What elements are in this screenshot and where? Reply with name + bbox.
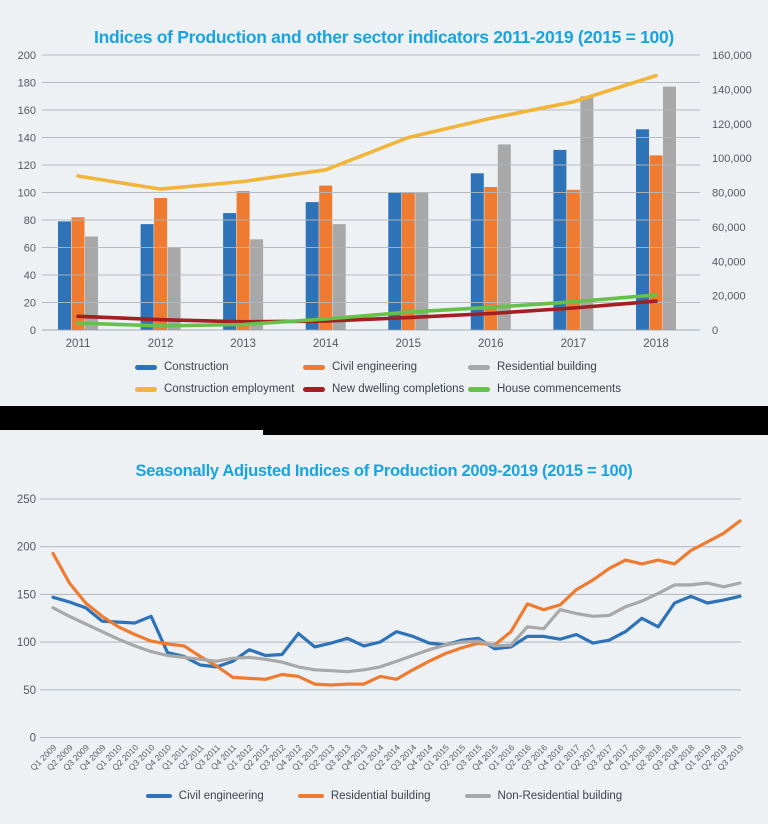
bottom-chart-panel (0, 430, 768, 824)
legend-swatch-icon (297, 793, 324, 799)
legend-item: Construction employment (135, 383, 294, 395)
bar-residential-building (85, 236, 98, 330)
legend-swatch-icon (303, 364, 325, 370)
left-axis-tick-label: 0 (30, 325, 36, 337)
legend-item: New dwelling completions (303, 383, 464, 395)
line-house-commencements (76, 293, 658, 328)
line-new-dwelling-completions (76, 299, 658, 324)
legend-label: New dwelling completions (332, 383, 465, 395)
y-axis-tick-label: 250 (17, 494, 36, 506)
bar-residential-building (250, 239, 264, 331)
bar-construction (305, 202, 319, 330)
bar-civil-engineering (566, 189, 580, 331)
legend-swatch-icon (135, 386, 157, 392)
left-axis-tick-label: 60 (24, 243, 36, 255)
legend-label: Residential building (330, 790, 431, 802)
x-axis-year-label: 2018 (643, 338, 669, 350)
divider-band-step (263, 430, 768, 435)
y-axis-tick-label: 100 (17, 637, 36, 649)
legend-swatch-icon (135, 364, 157, 370)
left-axis-tick-label: 100 (18, 188, 36, 200)
top-chart-title: Indices of Production and other sector i… (94, 26, 674, 47)
line-non-residential-building (51, 581, 742, 674)
bar-residential-building (663, 86, 676, 330)
legend-item: Non-Residential building (464, 790, 623, 802)
legend-swatch-icon (468, 386, 490, 392)
left-axis-tick-label: 160 (18, 105, 36, 117)
bar-construction (58, 221, 71, 330)
right-axis-tick-label: 140,000 (712, 84, 752, 96)
legend-swatch-icon (303, 386, 325, 392)
bar-construction (388, 192, 402, 330)
x-axis-year-label: 2012 (148, 338, 174, 350)
right-axis-tick-label: 0 (712, 325, 718, 337)
x-axis-year-label: 2014 (313, 338, 339, 350)
bar-civil-engineering (649, 155, 663, 330)
legend-item: Residential building (468, 361, 597, 373)
legend-label: Residential building (497, 361, 597, 373)
legend-label: Construction (164, 361, 229, 373)
y-axis-tick-label: 200 (17, 542, 36, 554)
x-axis-year-label: 2013 (230, 338, 256, 350)
right-axis-tick-label: 40,000 (712, 256, 746, 268)
bottom-chart-legend: Civil engineering Residential building Non… (0, 790, 768, 802)
left-axis-tick-label: 80 (24, 215, 36, 227)
y-axis-tick-label: 50 (23, 685, 36, 697)
bar-residential-building (415, 192, 429, 330)
line-construction-employment (76, 73, 658, 191)
bar-residential-building (580, 96, 594, 331)
bar-construction (470, 173, 484, 331)
legend-label: Non-Residential building (497, 790, 623, 802)
legend-label: Civil engineering (332, 361, 418, 373)
bar-civil-engineering (71, 217, 85, 331)
y-axis-tick-label: 0 (30, 733, 36, 745)
legend-label: Civil engineering (178, 790, 264, 802)
bar-residential-building (497, 144, 511, 330)
legend-label: Construction employment (164, 383, 295, 395)
bar-residential-building (167, 247, 181, 330)
legend-item: House commencements (468, 383, 621, 395)
legend-swatch-icon (464, 793, 491, 799)
bar-construction (140, 224, 154, 330)
divider-band (0, 406, 768, 430)
left-axis-tick-label: 180 (18, 78, 36, 90)
right-axis-tick-label: 160,000 (712, 50, 752, 62)
bar-residential-building (332, 224, 346, 330)
left-axis-tick-label: 140 (18, 133, 36, 145)
right-axis-tick-label: 80,000 (712, 188, 746, 200)
x-axis-year-label: 2015 (396, 338, 422, 350)
right-axis-tick-label: 100,000 (712, 153, 752, 165)
bar-civil-engineering (401, 192, 415, 330)
bar-construction (636, 129, 649, 331)
legend-item: Civil engineering (145, 790, 264, 802)
bottom-chart-title: Seasonally Adjusted Indices of Productio… (135, 461, 633, 480)
legend-swatch-icon (145, 793, 172, 799)
line-residential-building (51, 519, 742, 687)
legend-item: Construction (135, 361, 229, 373)
bar-civil-engineering (484, 187, 498, 330)
bar-construction (223, 213, 237, 330)
right-axis-tick-label: 20,000 (712, 291, 746, 303)
right-axis-tick-label: 120,000 (712, 119, 752, 131)
x-axis-year-label: 2016 (478, 338, 504, 350)
x-axis-year-label: 2011 (66, 338, 91, 350)
legend-swatch-icon (468, 364, 490, 370)
left-axis-tick-label: 200 (18, 50, 36, 62)
legend-label: House commencements (497, 383, 621, 395)
left-axis-tick-label: 40 (24, 270, 36, 282)
right-axis-tick-label: 60,000 (712, 222, 746, 234)
legend-item: Residential building (297, 790, 431, 802)
legend-item: Civil engineering (303, 361, 417, 373)
left-axis-tick-label: 120 (18, 160, 36, 172)
bar-construction (553, 149, 567, 330)
left-axis-tick-label: 20 (24, 298, 36, 310)
y-axis-tick-label: 150 (17, 589, 36, 601)
bar-civil-engineering (154, 198, 168, 330)
x-axis-year-label: 2017 (561, 338, 587, 350)
line-civil-engineering (51, 594, 742, 669)
bar-civil-engineering (236, 191, 250, 330)
bar-civil-engineering (319, 185, 333, 330)
